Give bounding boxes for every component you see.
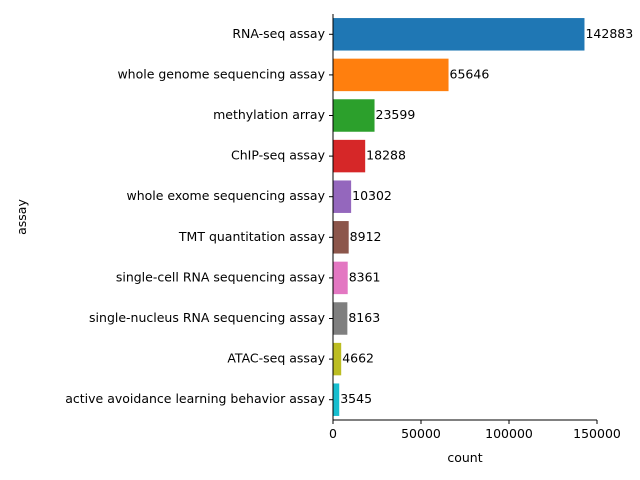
y-axis-title: assay: [14, 199, 29, 235]
bar-data-label: 65646: [450, 66, 490, 81]
bar: [333, 383, 340, 416]
bar: [333, 261, 348, 295]
bar: [333, 99, 375, 132]
x-tick-label: 50000: [401, 426, 441, 441]
x-axis-title: count: [447, 450, 482, 465]
bar-data-label: 142883: [585, 26, 633, 41]
category-labels-layer: RNA-seq assay whole genome sequencing ass…: [65, 26, 333, 406]
bar-data-label: 8912: [350, 229, 382, 244]
bar: [333, 221, 349, 254]
x-tick-label: 0: [329, 426, 337, 441]
category-label: RNA-seq assay: [232, 26, 325, 41]
category-label: ATAC-seq assay: [227, 351, 325, 366]
x-tick-label: 100000: [485, 426, 533, 441]
bar-data-label: 4662: [342, 351, 374, 366]
x-tick-label: 150000: [573, 426, 621, 441]
bar: [333, 342, 342, 376]
bar: [333, 139, 366, 173]
bar-data-label: 3545: [340, 391, 372, 406]
bar-data-label: 8361: [349, 269, 381, 284]
bar: [333, 18, 585, 51]
category-label: whole genome sequencing assay: [117, 66, 325, 81]
bar-data-label: 10302: [352, 188, 392, 203]
category-label: whole exome sequencing assay: [127, 188, 326, 203]
data-labels-layer: 142883 65646 23599 18288 10302 8912 8361 8163 46…: [340, 26, 633, 406]
category-label: ChIP-seq assay: [231, 148, 326, 163]
bar: [333, 302, 348, 335]
category-label: methylation array: [213, 107, 326, 122]
category-label: single-cell RNA sequencing assay: [116, 269, 326, 284]
bar-data-label: 18288: [366, 148, 406, 163]
bars-layer: [333, 18, 585, 416]
bar-data-label: 8163: [348, 310, 380, 325]
category-label: active avoidance learning behavior assay: [65, 391, 325, 406]
bar: [333, 58, 449, 92]
x-ticks-layer: 0 50000 100000 150000: [329, 420, 621, 441]
category-label: TMT quantitation assay: [178, 229, 326, 244]
bar: [333, 180, 352, 213]
bar-data-label: 23599: [376, 107, 416, 122]
category-label: single-nucleus RNA sequencing assay: [89, 310, 326, 325]
